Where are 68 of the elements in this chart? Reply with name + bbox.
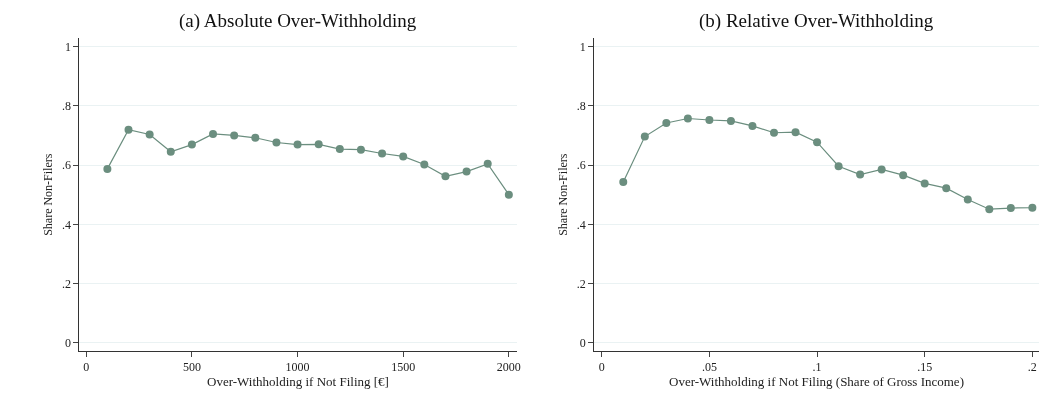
point — [441, 172, 450, 181]
x-axis-title: Over-Withholding if Not Filing [€] — [207, 374, 389, 390]
point — [791, 128, 800, 137]
point — [356, 145, 365, 154]
point — [640, 132, 649, 141]
point — [726, 116, 735, 125]
point — [335, 145, 344, 154]
x-tick-label: 500 — [182, 360, 201, 375]
point — [748, 121, 757, 130]
y-axis-title: Share Non-Filers — [41, 153, 56, 236]
x-axis-title: Over-Withholding if Not Filing (Share of Gross Income) — [669, 374, 964, 390]
y-tick-label: 0 — [579, 336, 586, 351]
point — [462, 167, 471, 176]
point — [230, 131, 239, 140]
point — [504, 190, 513, 199]
point — [877, 165, 886, 174]
point — [834, 162, 843, 171]
point — [399, 152, 408, 161]
point — [251, 133, 260, 142]
point — [920, 179, 929, 188]
x-tick-label: .2 — [1027, 360, 1037, 375]
x-tick-label: 1000 — [285, 360, 310, 375]
point — [942, 184, 951, 193]
y-tick-label: .6 — [61, 158, 71, 173]
point — [483, 159, 492, 168]
point — [899, 171, 908, 180]
y-tick-label: .8 — [61, 98, 71, 113]
point — [813, 138, 822, 147]
y-tick-label: 1 — [579, 39, 586, 54]
point — [856, 170, 865, 179]
x-tick-label: 0 — [83, 360, 90, 375]
chart-title: (a) Absolute Over-Withholding — [179, 10, 417, 32]
x-tick-label: 1500 — [391, 360, 416, 375]
point — [272, 138, 281, 147]
point — [378, 149, 387, 158]
point — [985, 205, 994, 214]
y-axis-title: Share Non-Filers — [556, 153, 571, 236]
point — [662, 118, 671, 127]
point — [1028, 203, 1037, 212]
x-tick-label: 2000 — [496, 360, 521, 375]
point — [1006, 204, 1015, 213]
point — [103, 164, 112, 173]
point — [166, 147, 175, 156]
point — [963, 195, 972, 204]
chart-title: (b) Relative Over-Withholding — [699, 10, 934, 32]
point — [705, 115, 714, 124]
x-tick-label: .15 — [917, 360, 933, 375]
y-tick-label: 1 — [64, 39, 71, 54]
point — [209, 129, 218, 138]
y-tick-label: .4 — [61, 217, 71, 232]
point — [314, 140, 323, 149]
y-tick-label: .2 — [576, 276, 586, 291]
x-tick-label: .05 — [701, 360, 717, 375]
point — [145, 130, 154, 139]
point — [770, 128, 778, 137]
point — [293, 140, 302, 149]
x-tick-label: 0 — [598, 360, 605, 375]
point — [619, 177, 628, 186]
y-tick-label: .4 — [576, 217, 586, 232]
point — [683, 114, 692, 123]
y-tick-label: .2 — [61, 276, 71, 291]
y-tick-label: .6 — [576, 158, 586, 173]
y-tick-label: .8 — [576, 98, 586, 113]
point — [124, 125, 133, 134]
point — [420, 160, 429, 169]
x-tick-label: .1 — [812, 360, 822, 375]
point — [187, 140, 196, 149]
y-tick-label: 0 — [64, 336, 71, 351]
